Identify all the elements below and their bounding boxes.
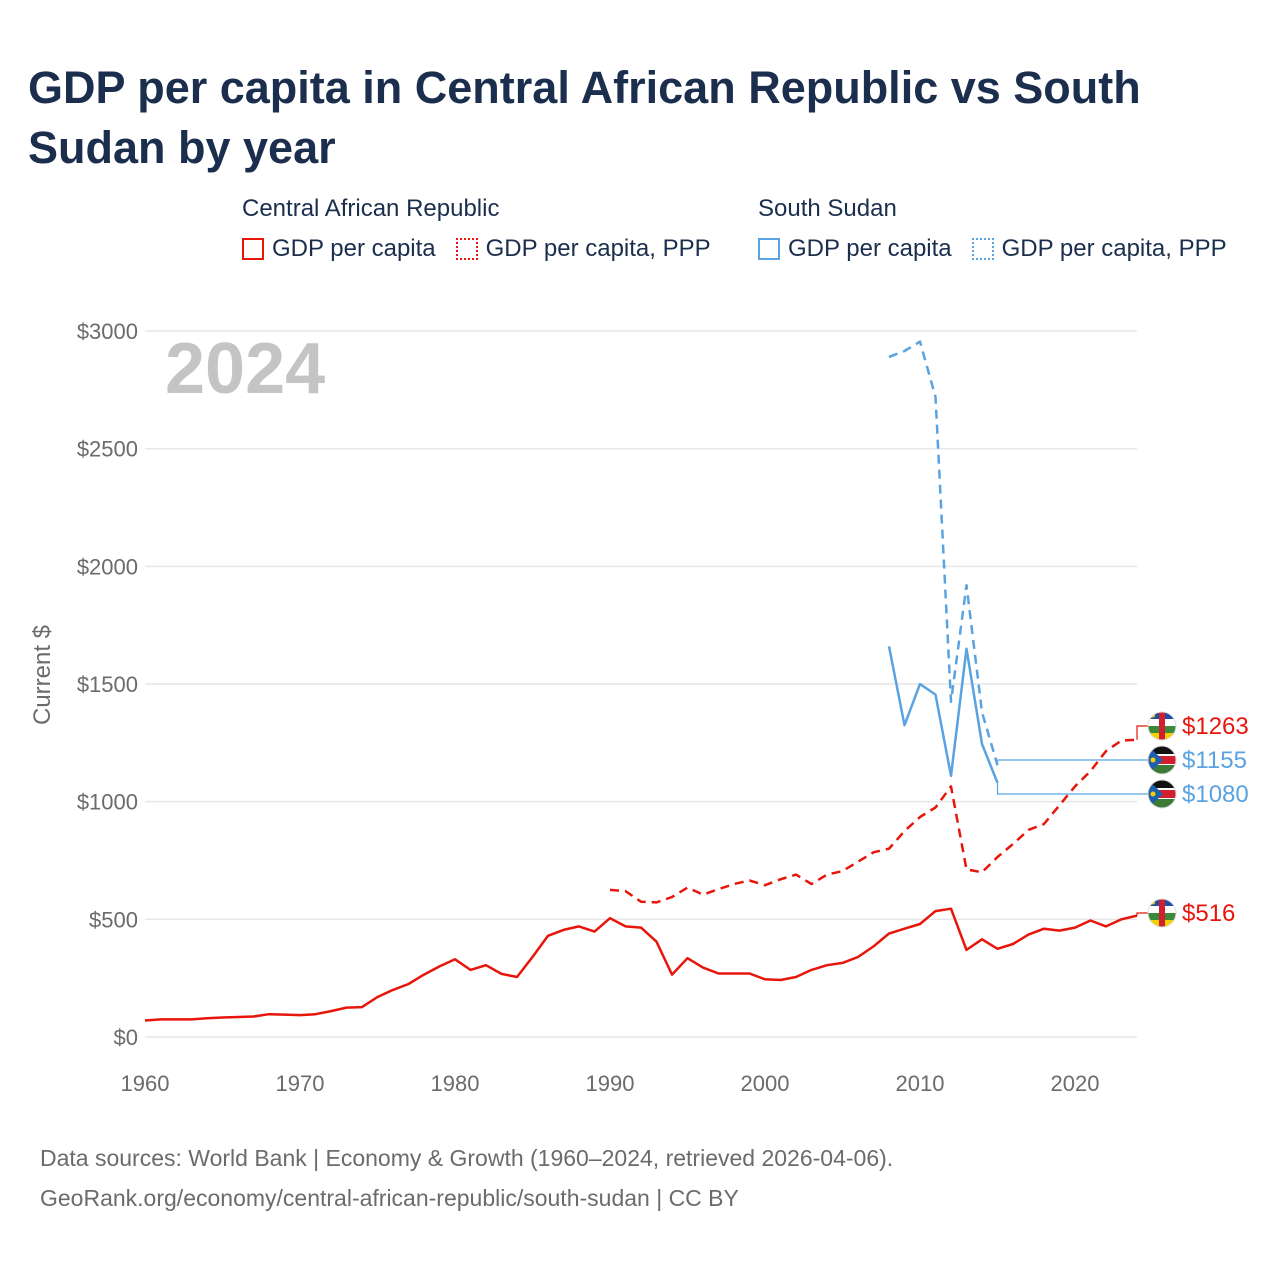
x-tick-label: 2010 — [896, 1071, 945, 1096]
x-tick-label: 2020 — [1051, 1071, 1100, 1096]
series-line-ppp — [888, 340, 999, 766]
y-axis-label: Current $ — [29, 625, 56, 725]
legend-group-south-sudan: South Sudan GDP per capita GDP per capit… — [758, 195, 1247, 263]
series-line — [144, 907, 1138, 1022]
chart-plot: $0 $500 $1000 $1500 $2000 $2500 $3000 1960 1970… — [29, 319, 1249, 1096]
south-sudan-flag-icon — [1147, 779, 1177, 809]
south-sudan-flag-icon — [1147, 745, 1177, 775]
grid-lines — [145, 330, 1137, 1038]
x-tick-label: 1960 — [121, 1071, 170, 1096]
footer-link[interactable]: GeoRank.org/economy/central-african-repu… — [40, 1185, 739, 1211]
legend-group-title: Central African Republic — [242, 195, 500, 222]
legend-swatch-solid — [758, 238, 780, 260]
end-label-value: $516 — [1182, 900, 1235, 927]
x-axis-ticks: 1960 1970 1980 1990 2000 2010 2020 — [121, 1071, 1100, 1096]
end-label: $1263 — [1147, 711, 1249, 741]
x-tick-label: 1990 — [586, 1071, 635, 1096]
legend-item-ss-gdp-ppp[interactable]: GDP per capita, PPP — [971, 235, 1227, 263]
legend-group-car: Central African Republic GDP per capita … — [242, 195, 731, 263]
series-line — [887, 646, 999, 784]
legend-group-title: South Sudan — [758, 195, 897, 222]
footer-sources: Data sources: World Bank | Economy & Gro… — [40, 1145, 894, 1171]
end-label-value: $1155 — [1182, 747, 1247, 774]
y-tick-label: $500 — [89, 907, 138, 932]
end-label-connector — [996, 759, 1148, 766]
series-line-ppp — [609, 738, 1138, 904]
end-label-connector — [1136, 725, 1148, 740]
end-label: $516 — [1147, 898, 1235, 928]
legend-swatch-dotted — [971, 238, 994, 260]
legend-item-ss-gdp[interactable]: GDP per capita — [758, 235, 952, 263]
y-tick-label: $1500 — [77, 672, 138, 697]
y-tick-label: $0 — [114, 1025, 138, 1050]
legend-item-label: GDP per capita, PPP — [1001, 235, 1227, 262]
x-tick-label: 2000 — [741, 1071, 790, 1096]
end-label-value: $1263 — [1182, 713, 1249, 740]
y-axis-ticks: $0 $500 $1000 $1500 $2000 $2500 $3000 — [77, 319, 138, 1050]
y-tick-label: $1000 — [77, 790, 138, 815]
y-tick-label: $2500 — [77, 437, 138, 462]
end-label-connector — [996, 782, 1148, 795]
legend-item-label: GDP per capita — [272, 235, 436, 262]
end-label-connectors — [996, 725, 1148, 916]
x-tick-label: 1970 — [276, 1071, 325, 1096]
y-tick-label: $3000 — [77, 319, 138, 344]
y-tick-label: $2000 — [77, 554, 138, 579]
end-label-connector — [1136, 912, 1148, 916]
series-lines — [144, 340, 1138, 1022]
chart-title: GDP per capita in Central African Republ… — [28, 62, 1141, 173]
legend-item-car-gdp[interactable]: GDP per capita — [242, 235, 436, 263]
end-label: $1155 — [1147, 745, 1247, 775]
legend-item-label: GDP per capita — [788, 235, 952, 262]
legend-item-label: GDP per capita, PPP — [485, 235, 711, 262]
footer: Data sources: World Bank | Economy & Gro… — [40, 1138, 893, 1218]
legend-swatch-solid — [242, 238, 264, 260]
x-tick-label: 1980 — [431, 1071, 480, 1096]
end-label-value: $1080 — [1182, 781, 1249, 808]
car-flag-icon — [1147, 898, 1177, 928]
end-label: $1080 — [1147, 779, 1249, 809]
end-labels: $1263 $1155 $1080 $516 — [1147, 711, 1249, 928]
year-watermark: 2024 — [165, 329, 325, 409]
legend-item-car-gdp-ppp[interactable]: GDP per capita, PPP — [455, 235, 711, 263]
legend-swatch-dotted — [455, 238, 478, 260]
car-flag-icon — [1147, 711, 1177, 741]
